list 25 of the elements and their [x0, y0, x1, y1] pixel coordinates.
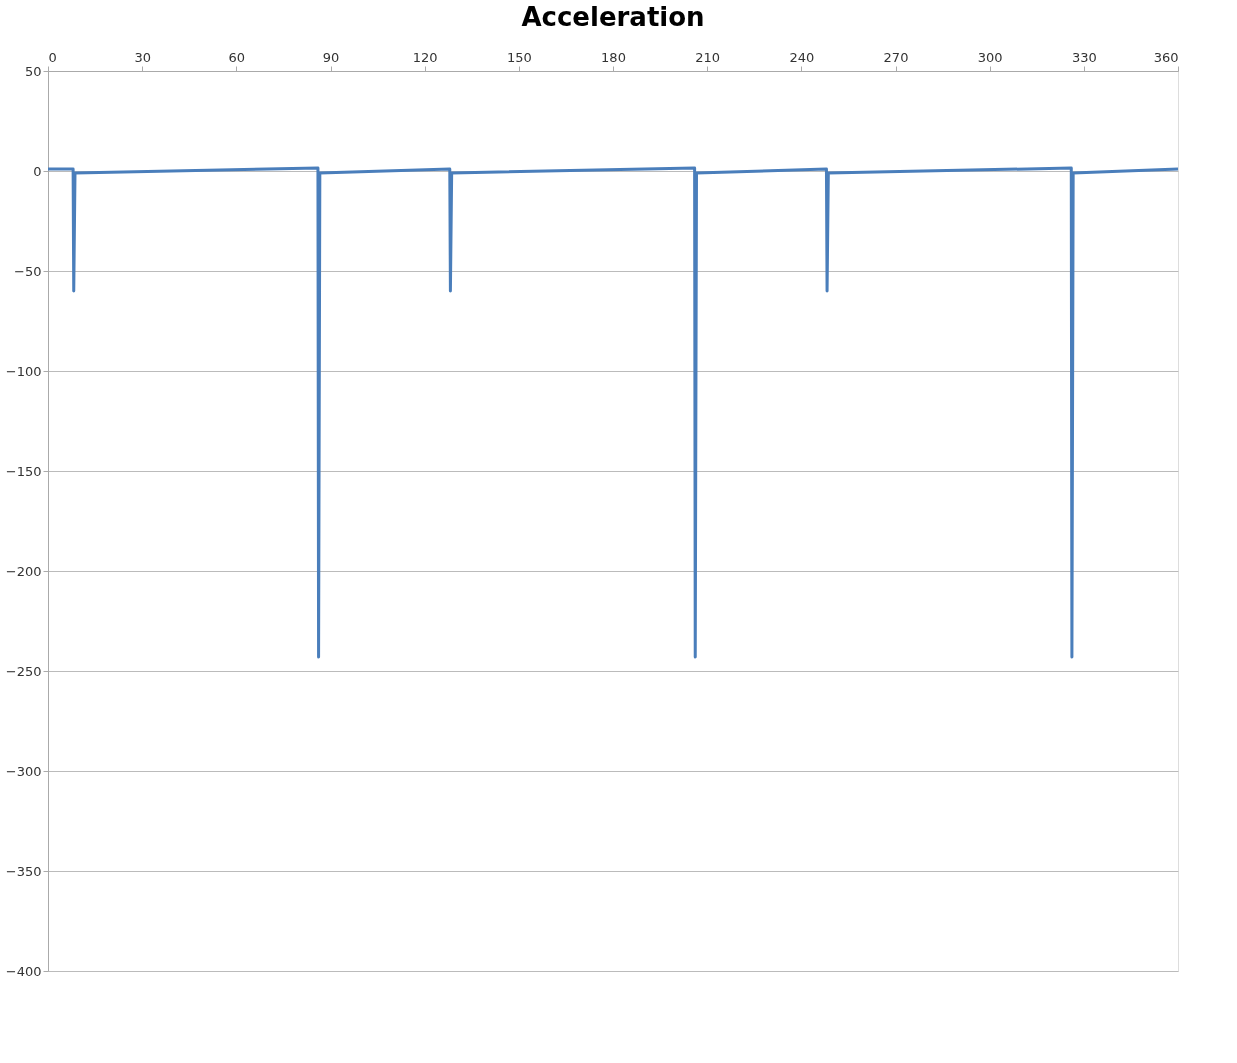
x-tick-label: 30	[134, 49, 151, 65]
x-tick-label: 210	[695, 49, 721, 65]
line-series	[46, 166, 1180, 659]
x-tick-label: 330	[1071, 49, 1097, 65]
x-tick-label: 0	[48, 49, 57, 65]
chart-title: Acceleration	[521, 2, 705, 32]
x-tick-label: 60	[228, 49, 246, 65]
x-tick-label: 150	[506, 49, 532, 65]
y-tick-label: −250	[5, 663, 42, 679]
x-tick-label: 120	[412, 49, 438, 65]
x-tick-label: 90	[322, 49, 340, 65]
y-tick-label: −50	[14, 263, 42, 279]
y-tick-label: −400	[5, 963, 42, 979]
x-tick-label: 270	[883, 49, 909, 65]
x-tick-label: 300	[977, 49, 1003, 65]
y-tick-label: −150	[5, 463, 42, 479]
y-tick-label: 0	[33, 163, 42, 179]
x-tick-label: 360	[1153, 49, 1179, 65]
y-tick-label: −200	[5, 563, 42, 579]
y-tick-label: −350	[5, 863, 42, 879]
y-tick-label: −100	[5, 363, 42, 379]
y-tick-label: −300	[5, 763, 42, 779]
x-tick-label: 240	[789, 49, 815, 65]
x-tick-label: 180	[601, 49, 626, 65]
y-tick-label: 50	[24, 63, 42, 79]
